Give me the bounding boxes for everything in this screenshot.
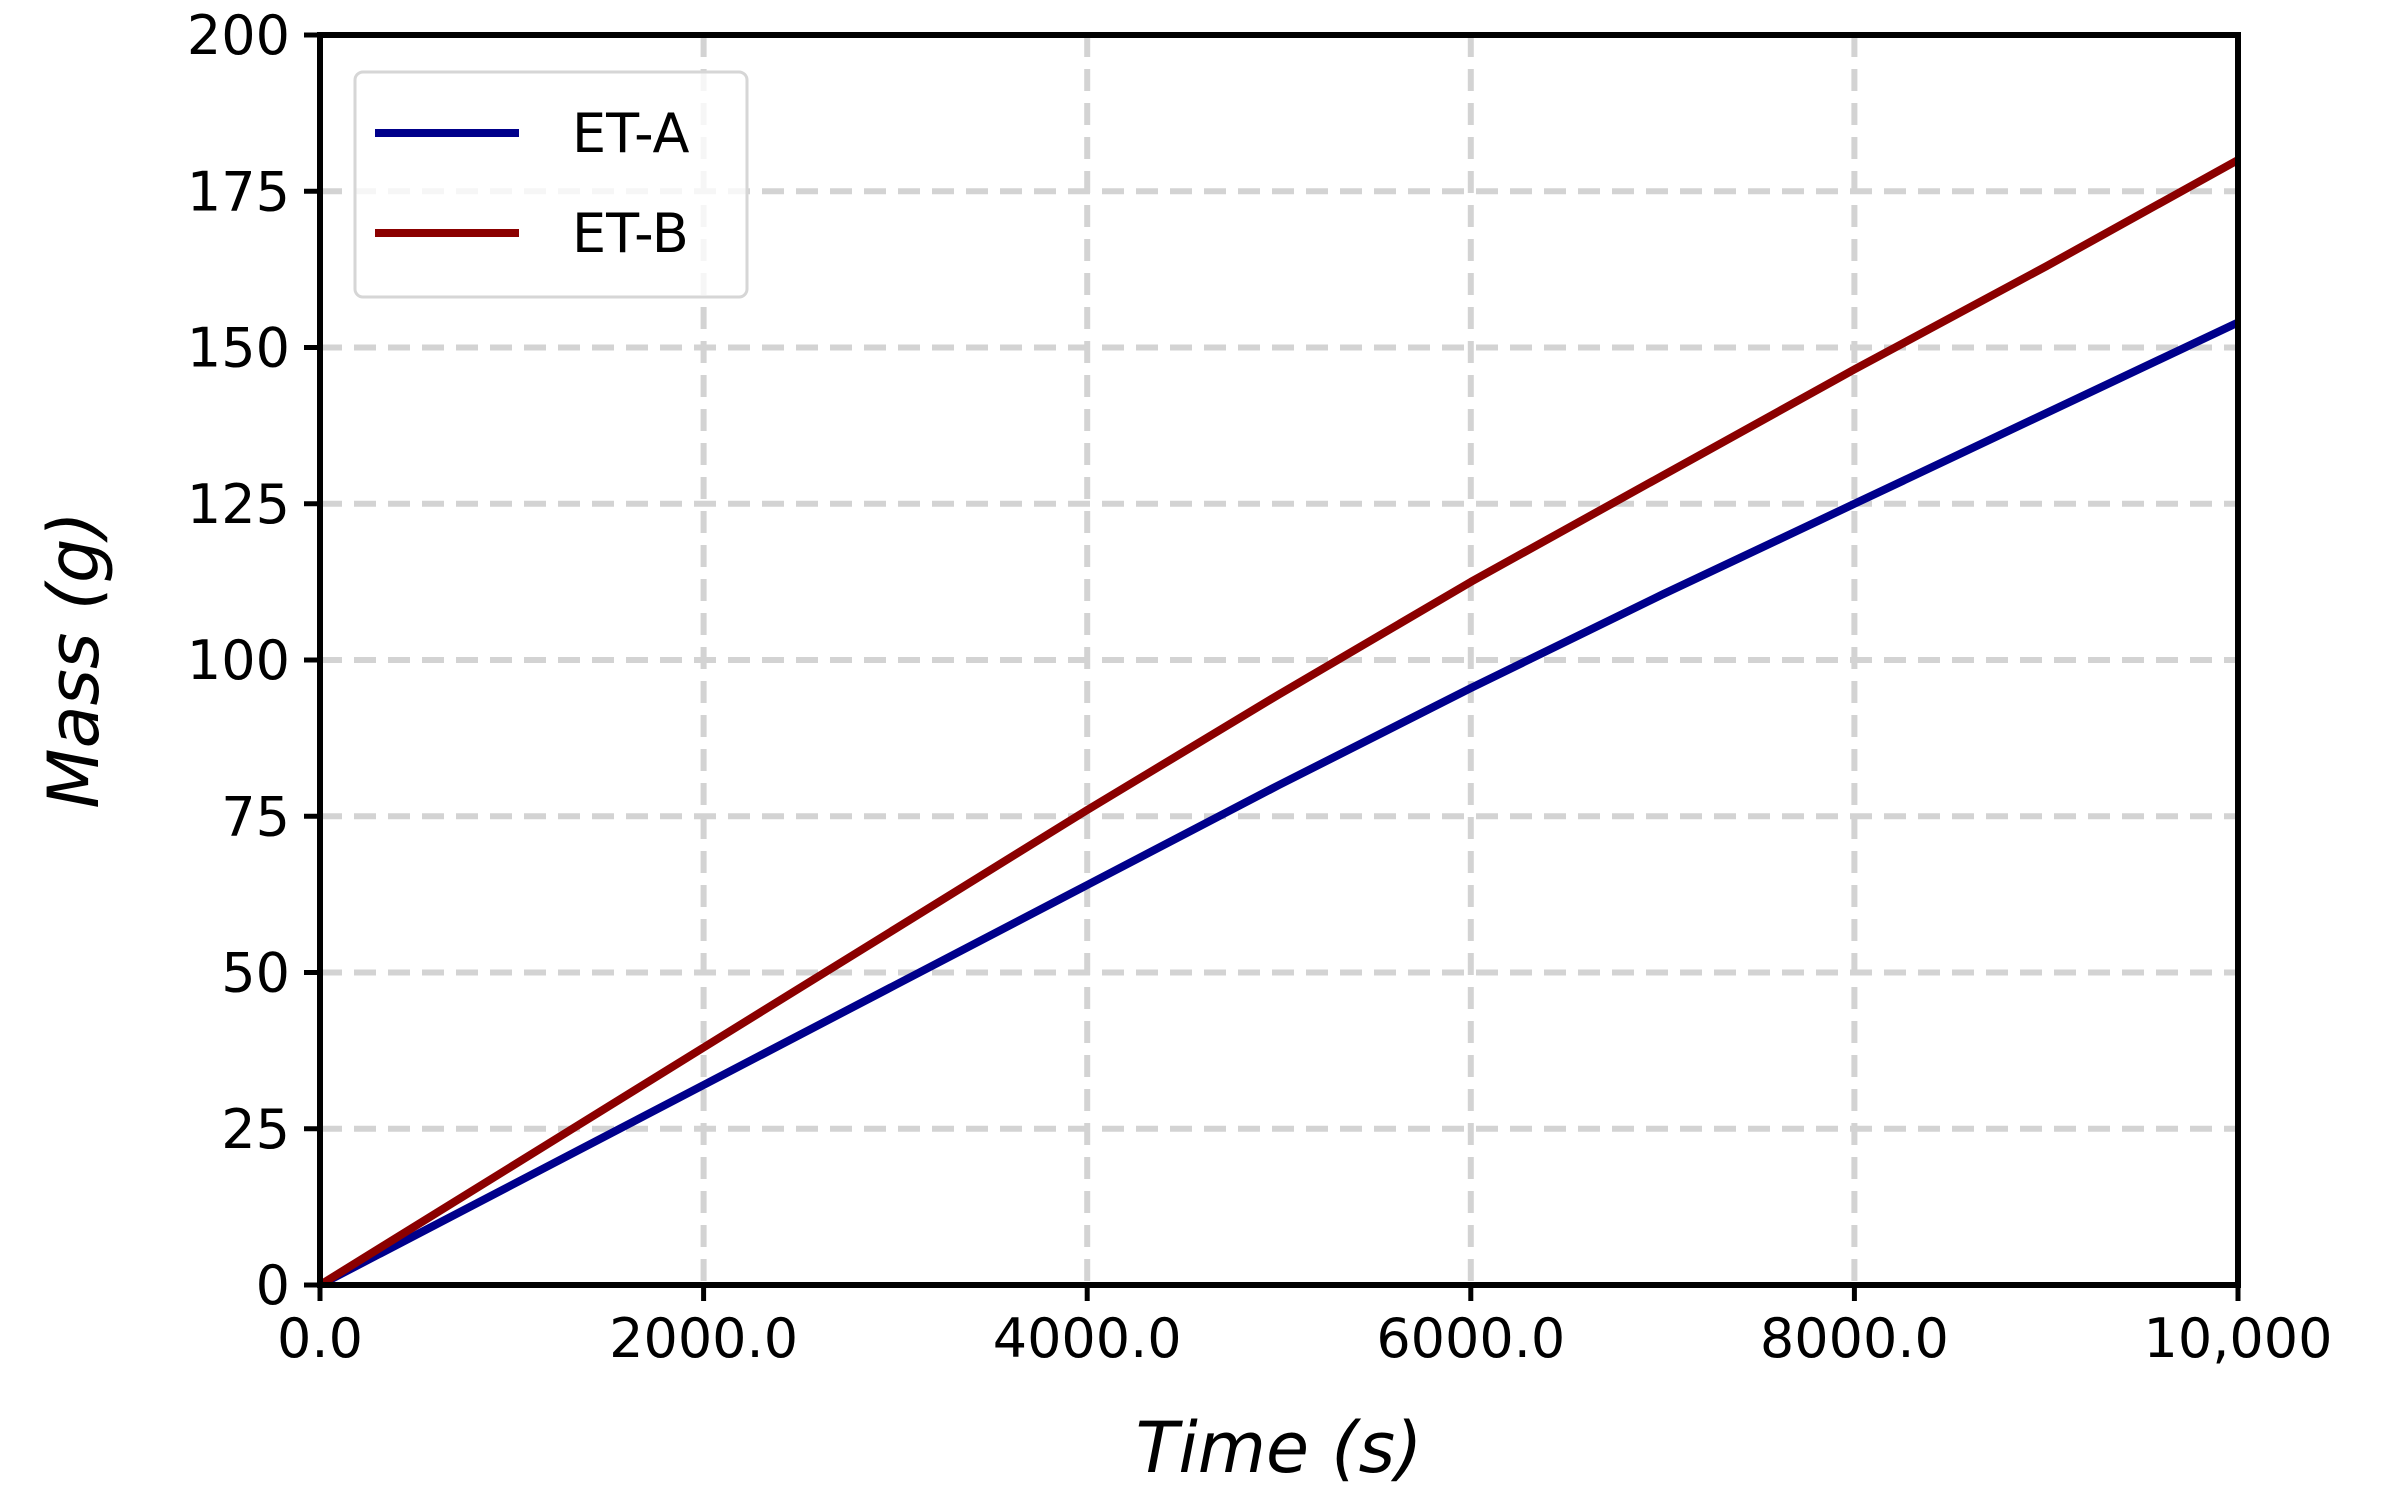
x-tick-label: 10,000: [2144, 1307, 2333, 1370]
legend-label-et-b: ET-B: [572, 202, 689, 265]
series-lines: [317, 156, 2240, 1289]
y-tick-label: 100: [187, 629, 290, 692]
y-tick-label: 200: [187, 4, 290, 67]
y-tick-label: 125: [187, 473, 290, 536]
x-tick-label: 0.0: [277, 1307, 363, 1370]
x-tick-label: 8000.0: [1760, 1307, 1949, 1370]
y-tick-label: 0: [256, 1254, 290, 1317]
x-tick-label: 4000.0: [993, 1307, 1182, 1370]
y-tick-label: 75: [221, 785, 290, 848]
y-tick-label: 25: [221, 1098, 290, 1161]
legend: ET-A ET-B: [353, 70, 749, 299]
series-line-et-a: [318, 318, 2240, 1289]
legend-box: [353, 70, 749, 299]
x-tick-label: 6000.0: [1376, 1307, 1565, 1370]
y-tick-label: 150: [187, 317, 290, 380]
x-axis-label: Time (s): [1136, 1407, 1423, 1489]
y-axis-label: Mass (g): [33, 511, 115, 809]
y-tick-label: 50: [221, 942, 290, 1005]
legend-label-et-a: ET-A: [572, 102, 689, 165]
x-tick-label: 2000.0: [609, 1307, 798, 1370]
y-tick-label: 175: [187, 160, 290, 223]
series-line-et-b: [317, 156, 2240, 1289]
axis-ticks: 0.0 2000.0 4000.0 6000.0 8000.0 10,000 0 25 50 75…: [187, 4, 2333, 1370]
